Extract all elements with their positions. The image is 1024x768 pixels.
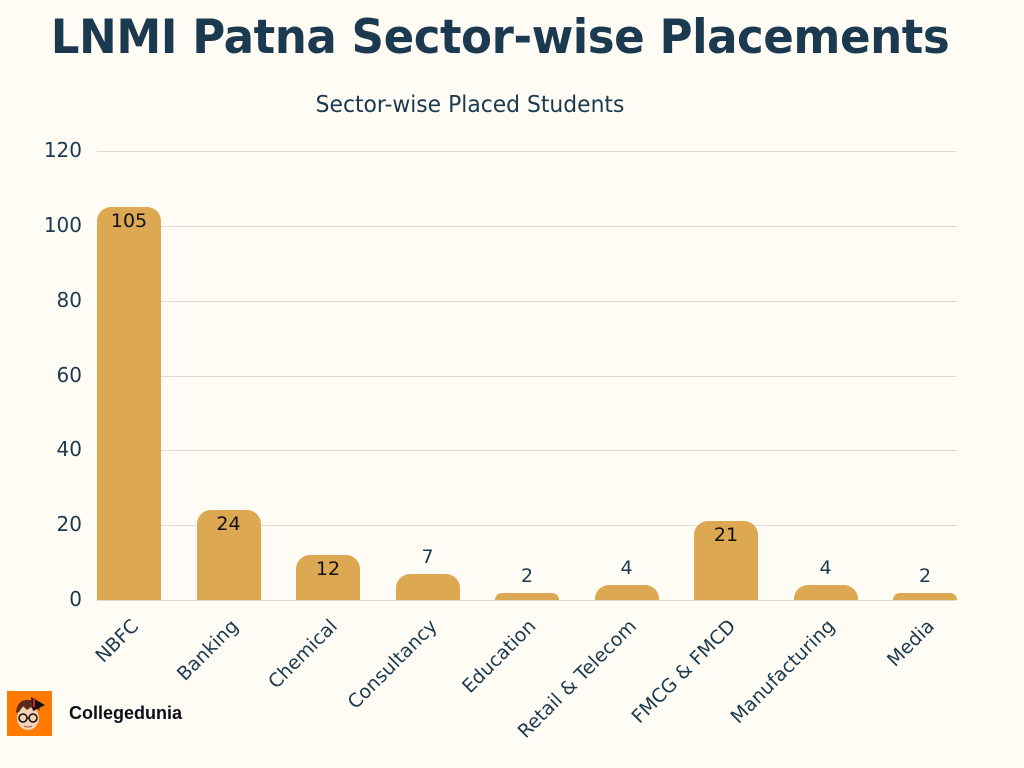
gridline xyxy=(97,375,957,377)
bar-value-label: 105 xyxy=(110,210,148,233)
bar-value-label: 7 xyxy=(421,545,434,568)
bar-nbfc[interactable] xyxy=(97,207,161,600)
y-axis-tick-label: 40 xyxy=(56,437,82,462)
gridline xyxy=(97,450,957,452)
page-title: LNMI Patna Sector-wise Placements xyxy=(50,10,950,65)
x-axis-category-label: Education xyxy=(457,615,541,698)
bar-value-label: 4 xyxy=(819,557,832,580)
bar-education[interactable] xyxy=(495,592,559,600)
bar-value-label: 2 xyxy=(918,564,932,587)
y-axis-tick-label: 100 xyxy=(43,212,82,237)
y-axis-tick-label: 20 xyxy=(56,512,82,537)
x-axis-category-label: Chemical xyxy=(264,615,342,694)
bar-consultancy[interactable] xyxy=(395,573,460,600)
gridline xyxy=(97,225,957,227)
brand-name: Collegedunia xyxy=(69,703,183,723)
chart-title: Sector-wise Placed Students xyxy=(315,92,625,118)
bar-manufacturing[interactable] xyxy=(793,585,858,600)
bar-value-label: 4 xyxy=(620,557,633,580)
bar-value-label: 12 xyxy=(315,558,341,581)
bar-value-label: 24 xyxy=(216,513,241,536)
bar-retail-telecom[interactable] xyxy=(594,585,659,600)
gridline xyxy=(97,600,957,601)
bar-chemical[interactable] xyxy=(296,555,360,600)
x-axis-category-label: Consultancy xyxy=(342,615,442,714)
x-axis-category-label: FMCG & FMCD xyxy=(627,615,741,728)
bar-banking[interactable] xyxy=(196,510,261,600)
bar-value-label: 2 xyxy=(520,564,534,587)
gridline xyxy=(97,300,957,302)
y-axis-tick-label: 120 xyxy=(43,138,82,162)
collegedunia-mascot-icon xyxy=(7,691,52,736)
y-axis-tick-label: 60 xyxy=(56,362,82,387)
y-axis-tick-label: 80 xyxy=(56,287,82,312)
x-axis-category-label: NBFC xyxy=(91,615,144,668)
gridline xyxy=(97,525,957,527)
x-axis-category-label: Banking xyxy=(172,615,243,686)
bar-value-label: 21 xyxy=(713,524,739,547)
x-axis-category-label: Media xyxy=(882,615,939,672)
x-axis-category-label: Manufacturing xyxy=(726,615,839,729)
y-axis-tick-label: 0 xyxy=(69,587,82,611)
bar-fmcg-fmcd[interactable] xyxy=(694,521,758,600)
gridline xyxy=(97,151,957,152)
bar-media[interactable] xyxy=(893,592,957,600)
